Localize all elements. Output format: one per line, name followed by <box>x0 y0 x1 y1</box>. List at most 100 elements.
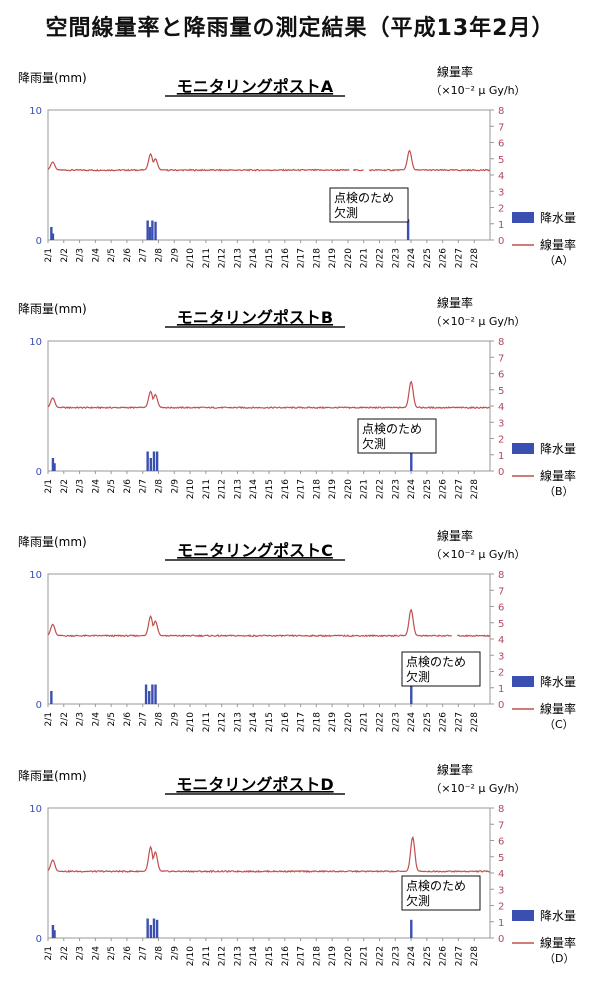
x-tick-label: 2/10 <box>186 248 196 268</box>
rain-bar <box>152 451 156 471</box>
left-tick-label: 10 <box>29 804 42 815</box>
x-tick-label: 2/6 <box>123 248 133 263</box>
x-tick-label: 2/27 <box>454 248 464 268</box>
dose-line <box>47 380 491 410</box>
right-tick-label: 0 <box>498 700 504 711</box>
right-axis-unit: （×10⁻² μ Gy/h） <box>430 782 525 795</box>
right-tick-label: 2 <box>498 435 504 446</box>
x-tick-label: 2/5 <box>107 248 117 262</box>
legend-dose-sub: （A） <box>544 254 574 267</box>
x-tick-label: 2/13 <box>233 248 243 268</box>
x-tick-label: 2/14 <box>249 479 259 499</box>
x-tick-label: 2/4 <box>91 946 101 961</box>
x-tick-label: 2/20 <box>344 946 354 966</box>
x-tick-label: 2/8 <box>155 946 165 961</box>
chart-title: モニタリングポストD <box>176 775 333 794</box>
right-axis-unit: （×10⁻² μ Gy/h） <box>430 84 525 97</box>
right-tick-label: 5 <box>498 386 504 397</box>
x-tick-label: 2/2 <box>60 479 70 493</box>
x-tick-label: 2/14 <box>249 712 259 732</box>
chart-panel: モニタリングポストC 降雨量(mm) 線量率 （×10⁻² μ Gy/h） 10 0 8 7 6… <box>0 526 600 756</box>
x-tick-label: 2/22 <box>376 712 386 732</box>
x-tick-label: 2/11 <box>202 248 212 268</box>
right-axis-label: 線量率 <box>437 295 473 310</box>
annotation-text: 点検のため <box>406 655 466 669</box>
x-tick-label: 2/10 <box>186 479 196 499</box>
x-tick-label: 2/7 <box>139 479 149 493</box>
rain-bar <box>146 918 149 938</box>
x-tick-label: 2/17 <box>297 248 307 268</box>
x-tick-label: 2/22 <box>376 479 386 499</box>
x-tick-label: 2/19 <box>328 248 338 268</box>
x-tick-label: 2/15 <box>265 479 275 499</box>
right-tick-label: 4 <box>498 402 504 413</box>
x-tick-label: 2/19 <box>328 712 338 732</box>
legend-rain-swatch <box>512 443 534 454</box>
x-tick-label: 2/27 <box>454 946 464 966</box>
rain-bar <box>53 463 56 471</box>
right-axis-label: 線量率 <box>437 762 473 777</box>
rain-bar <box>410 451 413 471</box>
right-tick-label: 7 <box>498 353 504 364</box>
x-tick-label: 2/8 <box>155 712 165 727</box>
x-tick-label: 2/3 <box>76 712 86 726</box>
x-tick-label: 2/15 <box>265 946 275 966</box>
rain-bar <box>155 919 159 938</box>
annotation-text: 欠測 <box>406 669 430 684</box>
annotation-text: 点検のため <box>362 422 422 436</box>
dose-line <box>352 168 364 172</box>
x-tick-label: 2/11 <box>202 479 212 499</box>
x-tick-label: 2/13 <box>233 712 243 732</box>
right-tick-label: 0 <box>498 934 504 945</box>
x-tick-label: 2/10 <box>186 946 196 966</box>
x-tick-label: 2/27 <box>454 479 464 499</box>
rain-bar <box>148 691 151 704</box>
right-tick-label: 5 <box>498 619 504 630</box>
x-tick-label: 2/1 <box>44 946 54 960</box>
plot-frame <box>47 109 491 241</box>
dose-line <box>456 634 491 638</box>
left-tick-label: 10 <box>29 106 42 117</box>
x-tick-label: 2/8 <box>155 248 165 263</box>
rain-bar <box>146 220 149 240</box>
right-tick-label: 2 <box>498 668 504 679</box>
left-tick-label: 10 <box>29 337 42 348</box>
rain-bar <box>154 684 157 704</box>
x-tick-label: 2/28 <box>470 946 480 966</box>
right-tick-label: 8 <box>498 804 504 815</box>
rain-bar <box>149 458 153 471</box>
dose-line <box>47 835 491 874</box>
rain-bar <box>146 451 149 471</box>
legend-rain-label: 降水量 <box>540 211 576 225</box>
x-tick-label: 2/4 <box>91 479 101 494</box>
x-tick-label: 2/7 <box>139 712 149 726</box>
x-tick-label: 2/7 <box>139 248 149 262</box>
rain-bar <box>53 930 56 938</box>
rain-bar <box>51 458 55 471</box>
right-tick-label: 1 <box>498 684 504 695</box>
left-axis-label: 降雨量(mm) <box>18 302 87 316</box>
x-tick-label: 2/13 <box>233 946 243 966</box>
x-tick-label: 2/26 <box>439 946 449 966</box>
x-tick-label: 2/18 <box>312 479 322 499</box>
rain-bar <box>144 684 148 704</box>
annotation-box <box>401 875 481 911</box>
x-tick-label: 2/17 <box>297 946 307 966</box>
right-tick-label: 4 <box>498 171 504 182</box>
x-tick-label: 2/18 <box>312 248 322 268</box>
annotation-box <box>401 651 481 687</box>
x-tick-label: 2/21 <box>360 248 370 268</box>
x-tick-label: 2/27 <box>454 712 464 732</box>
right-tick-label: 3 <box>498 187 504 198</box>
x-tick-label: 2/26 <box>439 479 449 499</box>
right-tick-label: 2 <box>498 902 504 913</box>
x-tick-label: 2/20 <box>344 712 354 732</box>
right-tick-label: 6 <box>498 837 504 848</box>
x-tick-label: 2/23 <box>391 946 401 966</box>
rain-bar <box>406 219 410 240</box>
right-tick-label: 7 <box>498 586 504 597</box>
x-tick-label: 2/23 <box>391 248 401 268</box>
x-tick-label: 2/3 <box>76 479 86 493</box>
